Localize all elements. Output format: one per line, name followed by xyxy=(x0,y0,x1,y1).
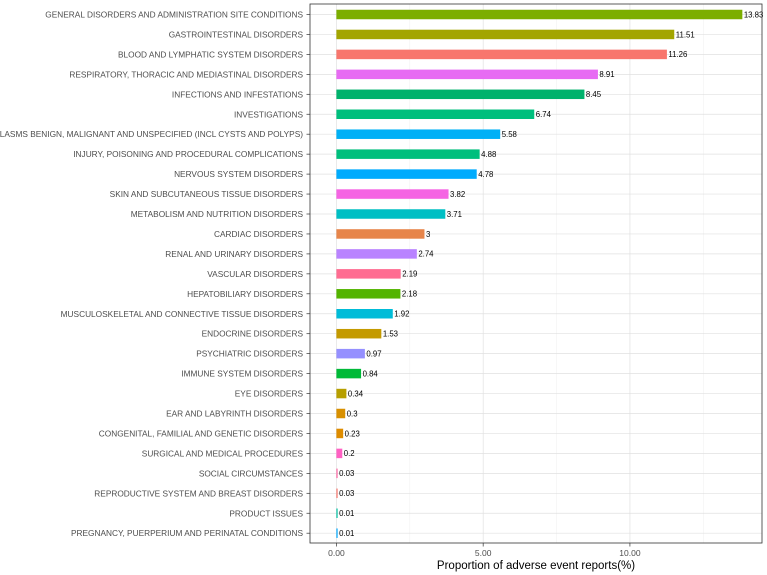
category-label: RENAL AND URINARY DISORDERS xyxy=(165,249,303,259)
value-label: 11.26 xyxy=(668,50,687,59)
bar xyxy=(336,388,347,399)
bar xyxy=(336,488,338,499)
x-tick-label: 0.00 xyxy=(328,548,345,558)
bars xyxy=(336,9,743,538)
bar xyxy=(336,129,501,139)
category-label: SURGICAL AND MEDICAL PROCEDURES xyxy=(142,448,304,458)
bar xyxy=(336,109,535,119)
category-label: PSYCHIATRIC DISORDERS xyxy=(196,349,303,359)
category-label: ENDOCRINE DISORDERS xyxy=(202,329,304,339)
category-label: VASCULAR DISORDERS xyxy=(207,269,303,279)
category-label: INVESTIGATIONS xyxy=(234,109,303,119)
category-label: NERVOUS SYSTEM DISORDERS xyxy=(174,169,303,179)
bar xyxy=(336,9,743,20)
bar xyxy=(336,309,393,319)
value-label: 4.88 xyxy=(481,150,496,159)
category-label: EAR AND LABYRINTH DISORDERS xyxy=(166,409,303,419)
category-label: RESPIRATORY, THORACIC AND MEDIASTINAL DI… xyxy=(69,69,303,79)
category-label: PREGNANCY, PUERPERIUM AND PERINATAL COND… xyxy=(71,528,304,538)
x-tick-label: 5.00 xyxy=(475,548,492,558)
value-label: 6.74 xyxy=(536,110,552,119)
bar xyxy=(336,528,338,538)
category-label: CARDIAC DISORDERS xyxy=(214,229,303,239)
value-label: 2.18 xyxy=(402,290,417,299)
value-labels: 13.83 11.51 11.26 8.91 8.45 6.74 5.58 4.88 4.78 3… xyxy=(339,10,763,538)
category-label: GASTROINTESTINAL DISORDERS xyxy=(169,29,304,39)
category-label: BLOOD AND LYMPHATIC SYSTEM DISORDERS xyxy=(118,49,303,59)
bar xyxy=(336,269,401,279)
y-axis-ticks xyxy=(306,14,310,534)
bar xyxy=(336,408,346,419)
panel-border xyxy=(309,3,763,544)
value-label: 11.51 xyxy=(676,30,695,39)
value-label: 0.2 xyxy=(344,449,355,458)
value-label: 2.19 xyxy=(402,270,417,279)
bar xyxy=(336,289,401,299)
bar xyxy=(336,29,675,40)
category-label: CONGENITAL, FAMILIAL AND GENETIC DISORDE… xyxy=(99,428,304,438)
value-label: 0.03 xyxy=(339,489,354,498)
bar xyxy=(336,169,477,179)
category-label: PRODUCT ISSUES xyxy=(229,508,303,518)
category-label: MUSCULOSKELETAL AND CONNECTIVE TISSUE DI… xyxy=(61,309,304,319)
x-axis-ticks: 0.00 5.00 10.00 xyxy=(328,543,641,558)
value-label: 0.97 xyxy=(366,349,381,358)
value-label: 13.83 xyxy=(744,10,764,19)
bar xyxy=(336,89,585,100)
value-label: 3.82 xyxy=(450,190,465,199)
bar xyxy=(336,209,446,219)
bar xyxy=(336,69,598,80)
category-label: HEPATOBILIARY DISORDERS xyxy=(187,289,303,299)
bar xyxy=(336,229,425,239)
value-label: 0.01 xyxy=(339,509,354,518)
bar xyxy=(336,508,338,518)
bar xyxy=(336,468,338,479)
bar xyxy=(336,448,343,459)
x-tick-label: 10.00 xyxy=(619,548,641,558)
category-label: EYE DISORDERS xyxy=(235,389,304,399)
value-label: 1.92 xyxy=(394,310,409,319)
bar xyxy=(336,328,382,339)
value-label: 8.45 xyxy=(586,90,602,99)
bar xyxy=(336,368,362,379)
bar xyxy=(336,149,480,159)
value-label: 0.34 xyxy=(348,389,364,398)
bar xyxy=(336,428,344,439)
bar xyxy=(336,189,449,199)
value-label: 1.53 xyxy=(383,330,398,339)
value-label: 0.01 xyxy=(339,529,354,538)
value-label: 0.84 xyxy=(363,369,379,378)
x-axis-title: Proportion of adverse event reports(%) xyxy=(437,560,635,572)
category-label: SKIN AND SUBCUTANEOUS TISSUE DISORDERS xyxy=(110,189,304,199)
bar xyxy=(336,249,417,259)
value-label: 4.78 xyxy=(478,170,493,179)
category-label: GENERAL DISORDERS AND ADMINISTRATION SIT… xyxy=(45,10,303,20)
category-label: NEOPLASMS BENIGN, MALIGNANT AND UNSPECIF… xyxy=(0,129,303,139)
value-label: 0.03 xyxy=(339,469,354,478)
category-label: REPRODUCTIVE SYSTEM AND BREAST DISORDERS xyxy=(94,488,303,498)
value-label: 5.58 xyxy=(502,130,517,139)
value-label: 0.23 xyxy=(345,429,360,438)
category-label: INFECTIONS AND INFESTATIONS xyxy=(172,89,304,99)
category-labels: GENERAL DISORDERS AND ADMINISTRATION SIT… xyxy=(0,10,303,539)
category-label: SOCIAL CIRCUMSTANCES xyxy=(199,468,304,478)
bar xyxy=(336,49,667,60)
category-label: INJURY, POISONING AND PROCEDURAL COMPLIC… xyxy=(73,149,303,159)
value-label: 3.71 xyxy=(447,210,462,219)
value-label: 2.74 xyxy=(418,250,434,259)
value-label: 3 xyxy=(426,230,430,239)
category-label: IMMUNE SYSTEM DISORDERS xyxy=(181,369,303,379)
value-label: 8.91 xyxy=(599,70,614,79)
value-label: 0.3 xyxy=(347,409,358,418)
category-label: METABOLISM AND NUTRITION DISORDERS xyxy=(131,209,304,219)
bar xyxy=(336,348,365,359)
